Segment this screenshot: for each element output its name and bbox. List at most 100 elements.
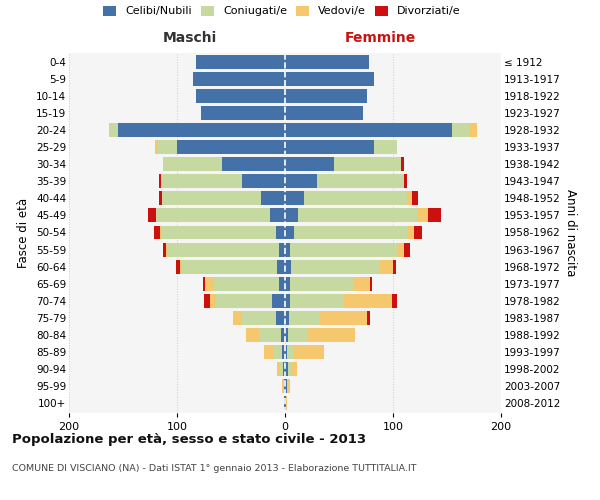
Bar: [154, 226, 160, 239]
Bar: [285, 362, 288, 376]
Bar: [163, 158, 223, 171]
Bar: [293, 226, 407, 239]
Bar: [288, 362, 292, 376]
Bar: [196, 89, 285, 103]
Bar: [161, 174, 242, 188]
Bar: [285, 311, 289, 325]
Bar: [242, 174, 285, 188]
Bar: [233, 311, 242, 325]
Bar: [285, 276, 290, 290]
Bar: [308, 328, 355, 342]
Bar: [393, 260, 396, 274]
Bar: [162, 226, 277, 239]
Bar: [277, 362, 280, 376]
Bar: [216, 294, 272, 308]
Bar: [392, 294, 397, 308]
Bar: [290, 242, 398, 256]
Bar: [277, 226, 285, 239]
Bar: [283, 362, 285, 376]
Bar: [169, 242, 278, 256]
Bar: [407, 226, 413, 239]
Bar: [285, 379, 287, 393]
Bar: [292, 260, 380, 274]
Bar: [380, 260, 393, 274]
Bar: [283, 379, 284, 393]
Bar: [204, 294, 211, 308]
Bar: [118, 123, 285, 137]
Bar: [278, 276, 285, 290]
Bar: [367, 311, 370, 325]
Bar: [285, 106, 363, 120]
Bar: [261, 192, 285, 205]
Bar: [289, 311, 320, 325]
Bar: [265, 345, 273, 359]
Bar: [398, 242, 404, 256]
Bar: [203, 276, 205, 290]
Bar: [193, 72, 285, 86]
Bar: [242, 311, 277, 325]
Bar: [246, 328, 259, 342]
Bar: [413, 226, 422, 239]
Bar: [196, 55, 285, 69]
Bar: [284, 396, 285, 410]
Bar: [158, 140, 177, 154]
Bar: [109, 123, 118, 137]
Text: Femmine: Femmine: [344, 32, 416, 46]
Bar: [298, 208, 417, 222]
Text: COMUNE DI VISCIANO (NA) - Dati ISTAT 1° gennaio 2013 - Elaborazione TUTTITALIA.I: COMUNE DI VISCIANO (NA) - Dati ISTAT 1° …: [12, 464, 416, 473]
Bar: [290, 276, 353, 290]
Bar: [162, 192, 261, 205]
Bar: [287, 345, 293, 359]
Bar: [292, 362, 297, 376]
Bar: [157, 208, 270, 222]
Bar: [282, 345, 285, 359]
Bar: [417, 208, 428, 222]
Bar: [214, 276, 278, 290]
Bar: [163, 242, 166, 256]
Bar: [285, 328, 288, 342]
Bar: [344, 294, 392, 308]
Bar: [182, 260, 277, 274]
Legend: Celibi/Nubili, Coniugati/e, Vedovi/e, Divorziati/e: Celibi/Nubili, Coniugati/e, Vedovi/e, Di…: [103, 6, 461, 16]
Bar: [176, 260, 180, 274]
Bar: [281, 328, 285, 342]
Bar: [201, 106, 285, 120]
Bar: [401, 158, 404, 171]
Bar: [205, 276, 214, 290]
Bar: [293, 345, 324, 359]
Bar: [412, 192, 418, 205]
Bar: [285, 345, 287, 359]
Bar: [287, 379, 290, 393]
Bar: [277, 311, 285, 325]
Bar: [285, 158, 334, 171]
Bar: [166, 242, 169, 256]
Bar: [180, 260, 182, 274]
Bar: [374, 140, 397, 154]
Bar: [353, 276, 370, 290]
Bar: [285, 396, 286, 410]
Bar: [285, 242, 290, 256]
Bar: [282, 379, 283, 393]
Bar: [278, 242, 285, 256]
Bar: [428, 208, 440, 222]
Bar: [404, 174, 407, 188]
Bar: [285, 260, 292, 274]
Bar: [284, 379, 285, 393]
Y-axis label: Fasce di età: Fasce di età: [17, 198, 31, 268]
Y-axis label: Anni di nascita: Anni di nascita: [564, 189, 577, 276]
Bar: [285, 140, 374, 154]
Bar: [285, 123, 452, 137]
Bar: [270, 208, 285, 222]
Bar: [160, 226, 162, 239]
Bar: [285, 226, 293, 239]
Bar: [320, 311, 367, 325]
Bar: [452, 123, 469, 137]
Bar: [285, 89, 367, 103]
Bar: [285, 55, 369, 69]
Bar: [286, 396, 287, 410]
Bar: [177, 140, 285, 154]
Bar: [158, 174, 161, 188]
Bar: [317, 174, 404, 188]
Text: Maschi: Maschi: [163, 32, 217, 46]
Bar: [155, 140, 158, 154]
